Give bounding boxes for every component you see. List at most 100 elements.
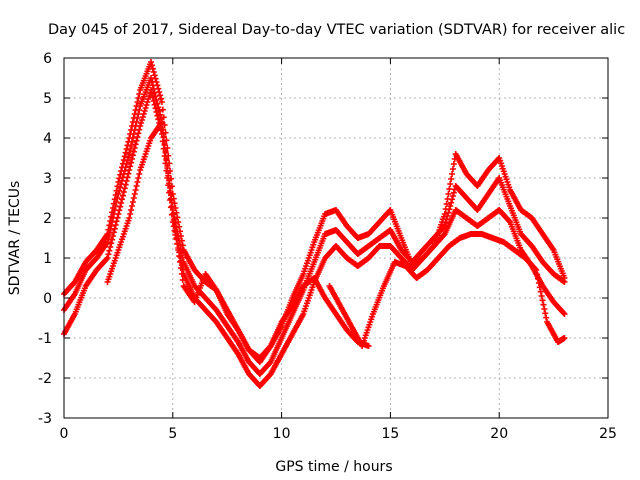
data-point [533,267,540,273]
data-point [136,126,143,133]
data-point [137,123,144,129]
data-point [561,279,568,285]
data-point [443,201,450,207]
data-point [126,167,133,173]
y-tick-label: 3 [43,171,52,187]
data-point [151,101,158,108]
data-point [107,227,114,233]
data-point [129,152,136,159]
data-point [125,170,132,177]
data-point [145,96,152,102]
data-point [122,181,129,188]
data-point [128,207,135,213]
data-point [131,145,138,151]
data-point [447,203,454,209]
data-point [134,115,141,121]
data-point [136,171,143,177]
data-point [142,105,149,111]
data-point [124,157,131,164]
data-point [167,204,174,211]
x-tick-label: 0 [60,426,69,442]
x-tick-label: 15 [381,426,399,442]
data-point [135,130,142,137]
data-point [125,154,132,161]
data-point [152,105,159,112]
data-point [123,161,130,167]
data-point [445,191,452,197]
data-point [132,187,139,193]
data-point [536,284,543,291]
data-point [124,174,131,181]
data-marks [61,59,568,389]
data-point [175,247,182,253]
data-point [117,184,124,191]
y-tick-label: -1 [38,331,52,347]
data-point [148,62,155,69]
data-point [149,94,156,101]
data-point [136,91,143,97]
data-point [136,107,143,113]
data-point [535,280,542,286]
data-point [107,244,114,250]
y-tick-label: -3 [38,411,52,427]
data-point [118,200,125,206]
data-point [109,233,116,239]
data-point [167,188,174,194]
data-point [148,78,155,85]
axes: 0 5 10 15 20 25 -3 -2 -1 0 1 2 3 4 5 6 [38,51,617,442]
data-point [160,134,167,141]
data-point [165,172,172,179]
data-point [127,211,134,217]
data-point [114,195,121,201]
x-axis-label: GPS time / hours [275,459,392,475]
data-point [105,235,112,241]
data-point [450,161,457,167]
data-point [129,156,135,162]
x-tick-label: 25 [599,426,617,442]
data-point [178,271,185,277]
data-point [130,195,137,201]
data-point [161,142,168,148]
data-point [446,186,453,192]
data-point [150,98,157,104]
data-point [128,143,135,149]
data-point [174,241,181,247]
data-point [144,99,151,105]
data-point [134,134,141,140]
data-point [506,218,513,224]
data-point [104,239,111,245]
data-point [140,111,147,117]
data-point [122,149,129,156]
data-point [108,240,115,247]
series-track-5 [326,231,568,349]
data-point [532,266,539,272]
y-tick-label: 6 [43,51,52,67]
data-point [176,253,183,259]
data-point [148,59,155,65]
data-point [162,160,169,167]
data-point [154,112,161,119]
data-point [153,109,160,115]
data-point [448,199,455,206]
data-point [141,108,148,114]
data-point [158,131,165,137]
data-point [106,231,113,237]
x-tick-label: 5 [168,426,177,442]
data-point [135,175,142,181]
data-point [114,214,121,221]
data-point [179,277,186,283]
data-point [537,288,544,295]
data-point [127,163,134,170]
x-tick-label: 20 [490,426,508,442]
x-tick-label: 10 [273,426,291,442]
data-point [132,141,139,148]
data-point [172,229,179,235]
y-tick-label: 2 [43,211,52,227]
data-point [158,119,165,125]
data-point [446,206,453,213]
data-point [110,229,117,236]
data-point [133,183,140,189]
data-point [121,185,128,192]
data-point [108,223,115,229]
